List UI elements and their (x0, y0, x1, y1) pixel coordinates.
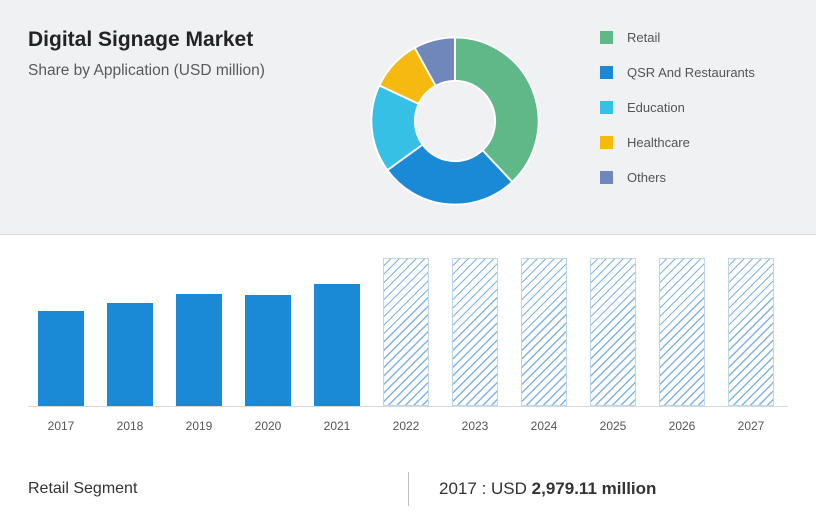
bar (383, 258, 429, 406)
x-axis-label: 2020 (245, 419, 291, 433)
bar (107, 303, 153, 406)
bar (452, 258, 498, 406)
amount-value: 2,979.11 (532, 479, 597, 498)
divider (408, 472, 409, 506)
legend-label: Healthcare (627, 135, 690, 150)
value-block: 2017 : USD 2,979.11 million (439, 479, 656, 499)
x-axis-label: 2018 (107, 419, 153, 433)
x-axis-label: 2026 (659, 419, 705, 433)
bar (176, 294, 222, 406)
legend-swatch (600, 101, 613, 114)
chart-subtitle: Share by Application (USD million) (28, 62, 340, 80)
bar (659, 258, 705, 406)
bar (245, 295, 291, 406)
legend-label: Retail (627, 30, 660, 45)
x-axis-label: 2024 (521, 419, 567, 433)
bar-chart-panel: 2017 2018 2019 2020 2021 2022 2023 2024 2025 2026… (0, 235, 816, 450)
legend-label: Education (627, 100, 685, 115)
legend-item: Others (600, 170, 816, 185)
unit: million (602, 479, 657, 498)
bar (521, 258, 567, 406)
year-value: 2017 (439, 479, 477, 498)
x-axis-labels: 2017 2018 2019 2020 2021 2022 2023 2024 2025 2026… (28, 419, 788, 449)
legend-swatch (600, 171, 613, 184)
chart-title: Digital Signage Market (28, 28, 340, 52)
currency: USD (491, 479, 527, 498)
bar (590, 258, 636, 406)
x-axis-label: 2017 (38, 419, 84, 433)
bar (728, 258, 774, 406)
x-axis-label: 2019 (176, 419, 222, 433)
bar (314, 284, 360, 406)
title-block: Digital Signage Market Share by Applicat… (0, 0, 340, 234)
donut-chart (340, 0, 570, 234)
legend-swatch (600, 66, 613, 79)
x-axis-label: 2027 (728, 419, 774, 433)
legend-label: Others (627, 170, 666, 185)
top-panel: Digital Signage Market Share by Applicat… (0, 0, 816, 235)
legend-item: Healthcare (600, 135, 816, 150)
x-axis-label: 2022 (383, 419, 429, 433)
x-axis-label: 2021 (314, 419, 360, 433)
legend-swatch (600, 136, 613, 149)
legend-label: QSR And Restaurants (627, 65, 755, 80)
x-axis-label: 2025 (590, 419, 636, 433)
segment-label: Retail Segment (28, 480, 408, 498)
legend-item: QSR And Restaurants (600, 65, 816, 80)
x-axis-label: 2023 (452, 419, 498, 433)
colon: : (482, 479, 491, 498)
bar-chart-area (28, 257, 788, 407)
legend-item: Education (600, 100, 816, 115)
legend-item: Retail (600, 30, 816, 45)
legend-swatch (600, 31, 613, 44)
footer-panel: Retail Segment 2017 : USD 2,979.11 milli… (0, 450, 816, 528)
bar (38, 311, 84, 406)
legend: Retail QSR And Restaurants Education Health… (570, 0, 816, 234)
